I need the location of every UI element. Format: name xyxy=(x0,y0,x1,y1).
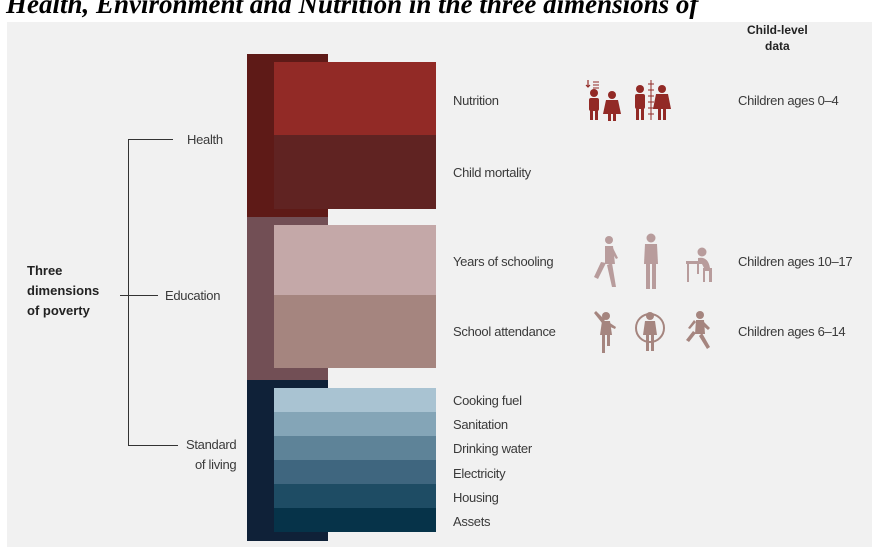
indicator-label-nutrition: Nutrition xyxy=(453,93,499,108)
school-attendance-bar xyxy=(274,295,436,368)
indicator-label-electricity: Electricity xyxy=(453,466,506,481)
figure-title-strip: Health, Environment and Nutrition in the… xyxy=(0,0,877,22)
indicator-label-child-mortality: Child mortality xyxy=(453,165,531,180)
seated-student-icon xyxy=(686,247,712,282)
root-label: Three dimensions of poverty xyxy=(27,263,100,318)
dimension-label-health: Health xyxy=(187,132,223,147)
housing-bar xyxy=(274,484,436,508)
indicator-label-sanitation: Sanitation xyxy=(453,417,508,432)
sanitation-bar xyxy=(274,412,436,436)
ages-label-school-attendance: Children ages 6–14 xyxy=(738,324,846,339)
ages-label-nutrition: Children ages 0–4 xyxy=(738,93,839,108)
dancing-child-icon xyxy=(594,311,616,353)
bracket-branch-health xyxy=(128,139,173,140)
dimension-label-education: Education xyxy=(165,288,221,303)
ages-label-years-of-schooling: Children ages 10–17 xyxy=(738,254,853,269)
running-child-icon xyxy=(686,311,710,349)
children-pair-growth-icon xyxy=(635,80,671,120)
walking-youth-icon xyxy=(594,236,618,287)
cooking-fuel-bar xyxy=(274,388,436,412)
diagram-panel: Child-level data Three dimensions of pov… xyxy=(7,22,872,547)
child-mortality-bar xyxy=(274,135,436,209)
child-level-data-header: Child-level data xyxy=(747,23,808,53)
years-of-schooling-bar xyxy=(274,225,436,295)
indicator-label-school-attendance: School attendance xyxy=(453,324,556,339)
children-pair-height-icon xyxy=(585,80,621,121)
indicator-label-years-of-schooling: Years of schooling xyxy=(453,254,554,269)
assets-bar xyxy=(274,508,436,532)
standing-youth-icon xyxy=(644,233,658,289)
bracket-branch-education xyxy=(120,295,158,296)
indicator-label-housing: Housing xyxy=(453,490,499,505)
nutrition-bar xyxy=(274,62,436,135)
bracket-vertical-line xyxy=(128,139,129,446)
indicator-label-cooking-fuel: Cooking fuel xyxy=(453,393,522,408)
bracket-branch-living xyxy=(128,445,178,446)
indicator-label-assets: Assets xyxy=(453,514,491,529)
electricity-bar xyxy=(274,460,436,484)
indicator-label-drinking-water: Drinking water xyxy=(453,441,532,456)
dimension-label-living: Standard of living xyxy=(186,437,237,472)
drinking-water-bar xyxy=(274,436,436,460)
figure-title: Health, Environment and Nutrition in the… xyxy=(6,0,699,19)
child-with-hoop-icon xyxy=(635,312,665,351)
